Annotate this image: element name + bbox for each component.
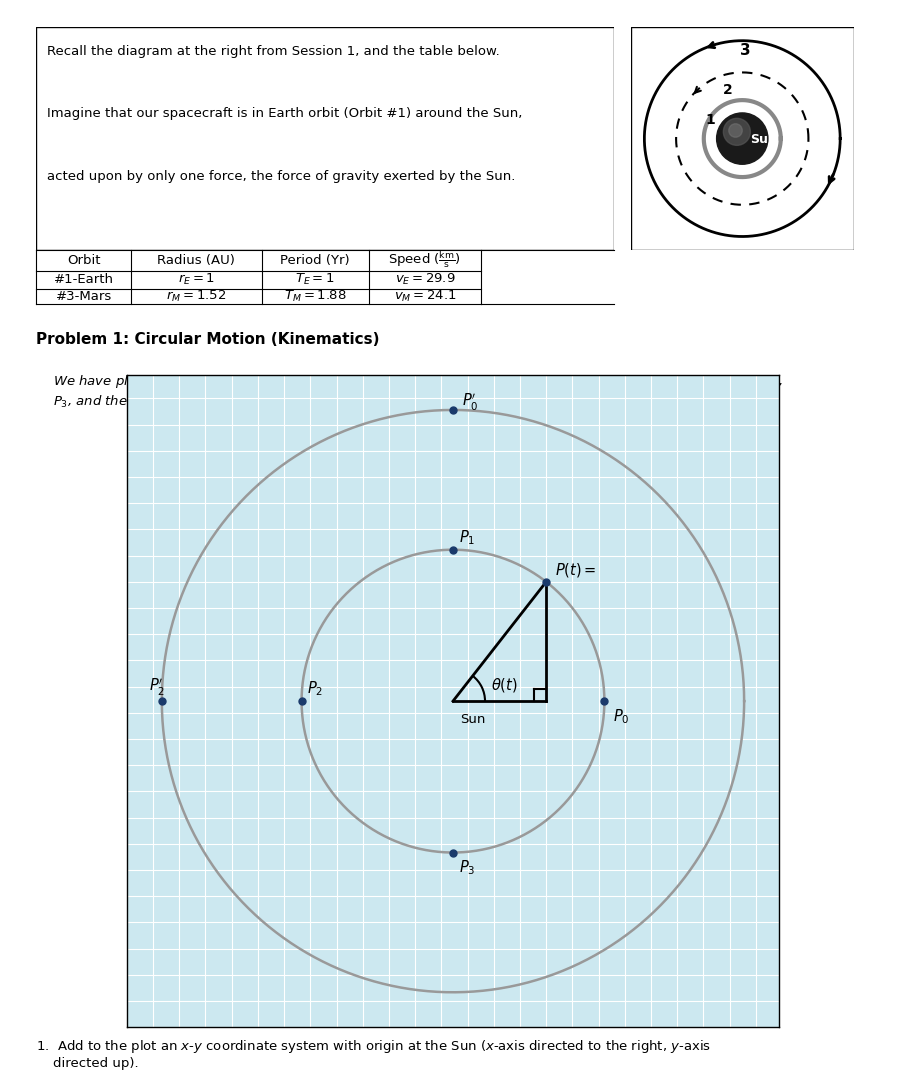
Text: Imagine that our spacecraft is in Earth orbit (Orbit #1) around the Sun,: Imagine that our spacecraft is in Earth … (48, 108, 523, 121)
Text: $r_E = 1$: $r_E = 1$ (178, 273, 215, 287)
Text: $T_M = 1.88$: $T_M = 1.88$ (283, 289, 346, 304)
Text: 1: 1 (705, 113, 715, 127)
Circle shape (723, 118, 751, 146)
Text: #1-Earth: #1-Earth (54, 274, 114, 286)
Text: acted upon by only one force, the force of gravity exerted by the Sun.: acted upon by only one force, the force … (48, 170, 516, 183)
Text: $P_0$: $P_0$ (614, 707, 630, 726)
Text: $\theta(t)$: $\theta(t)$ (491, 676, 518, 694)
Text: Recall the diagram at the right from Session 1, and the table below.: Recall the diagram at the right from Ses… (48, 45, 501, 58)
Text: Sun: Sun (460, 713, 485, 726)
Text: 2: 2 (723, 83, 732, 97)
Text: Speed ($\frac{\mathrm{km}}{\mathrm{s}}$): Speed ($\frac{\mathrm{km}}{\mathrm{s}}$) (388, 250, 461, 271)
Text: Period (Yr): Period (Yr) (280, 254, 350, 266)
Text: #3-Mars: #3-Mars (56, 290, 112, 303)
Text: Problem 1: Circular Motion (Kinematics): Problem 1: Circular Motion (Kinematics) (36, 332, 379, 347)
Text: $P_1$: $P_1$ (458, 528, 475, 547)
Text: $v_E = 29.9$: $v_E = 29.9$ (395, 273, 456, 287)
Circle shape (717, 113, 768, 164)
Text: Radius (AU): Radius (AU) (158, 254, 235, 266)
Text: Su: Su (751, 134, 768, 147)
Text: $P_2'$: $P_2'$ (149, 677, 165, 698)
Circle shape (728, 124, 743, 137)
Text: $P(t) =$: $P(t) =$ (555, 561, 597, 579)
Text: $v_M = 24.1$: $v_M = 24.1$ (394, 289, 457, 304)
Text: Orbit: Orbit (67, 254, 100, 266)
Text: $r_M = 1.52$: $r_M = 1.52$ (166, 289, 227, 304)
Text: 3: 3 (740, 43, 751, 59)
Text: $T_E = 1$: $T_E = 1$ (295, 273, 335, 287)
Text: $P_2$: $P_2$ (308, 679, 324, 698)
Text: We have plotted Earth orbit, below, (the smaller circle). At $t = 0$ the spacecr: We have plotted Earth orbit, below, (the… (53, 373, 782, 410)
Text: $P_3$: $P_3$ (458, 859, 475, 877)
Text: 1.  Add to the plot an $x$-$y$ coordinate system with origin at the Sun ($x$-axi: 1. Add to the plot an $x$-$y$ coordinate… (36, 1038, 711, 1070)
Text: $P_0'$: $P_0'$ (462, 391, 478, 413)
